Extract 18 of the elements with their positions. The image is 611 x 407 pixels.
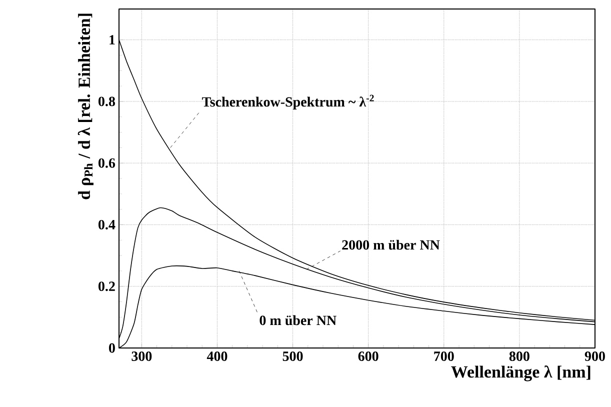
y-tick-label: 0.6 xyxy=(98,158,116,168)
x-tick-label: 700 xyxy=(434,352,454,361)
annotation: Tscherenkow-Spektrum ~ λ$^{-2}$ xyxy=(202,94,374,110)
x-tick-label: 300 xyxy=(132,352,152,361)
annotation: 2000 m über NN xyxy=(342,240,440,250)
x-tick-label: 500 xyxy=(282,352,303,361)
x-tick-label: 900 xyxy=(584,352,605,361)
annotation: 0 m über NN xyxy=(260,315,336,326)
x-tick-label: 400 xyxy=(206,352,228,361)
y-tick-label: 0.4 xyxy=(98,220,116,230)
y-axis-title: d ρ$_{Ph}$ / d λ [rel. Einheiten] xyxy=(78,14,94,200)
x-axis-title: Wellenlänge λ [nm] xyxy=(451,366,590,382)
x-tick-label: 600 xyxy=(358,352,378,361)
y-tick-label: 0.2 xyxy=(98,282,115,292)
y-tick-label: 1 xyxy=(110,35,115,44)
y-tick-label: 0.8 xyxy=(98,96,116,106)
x-tick-label: 800 xyxy=(509,352,530,361)
y-tick-label: 0 xyxy=(109,343,115,353)
